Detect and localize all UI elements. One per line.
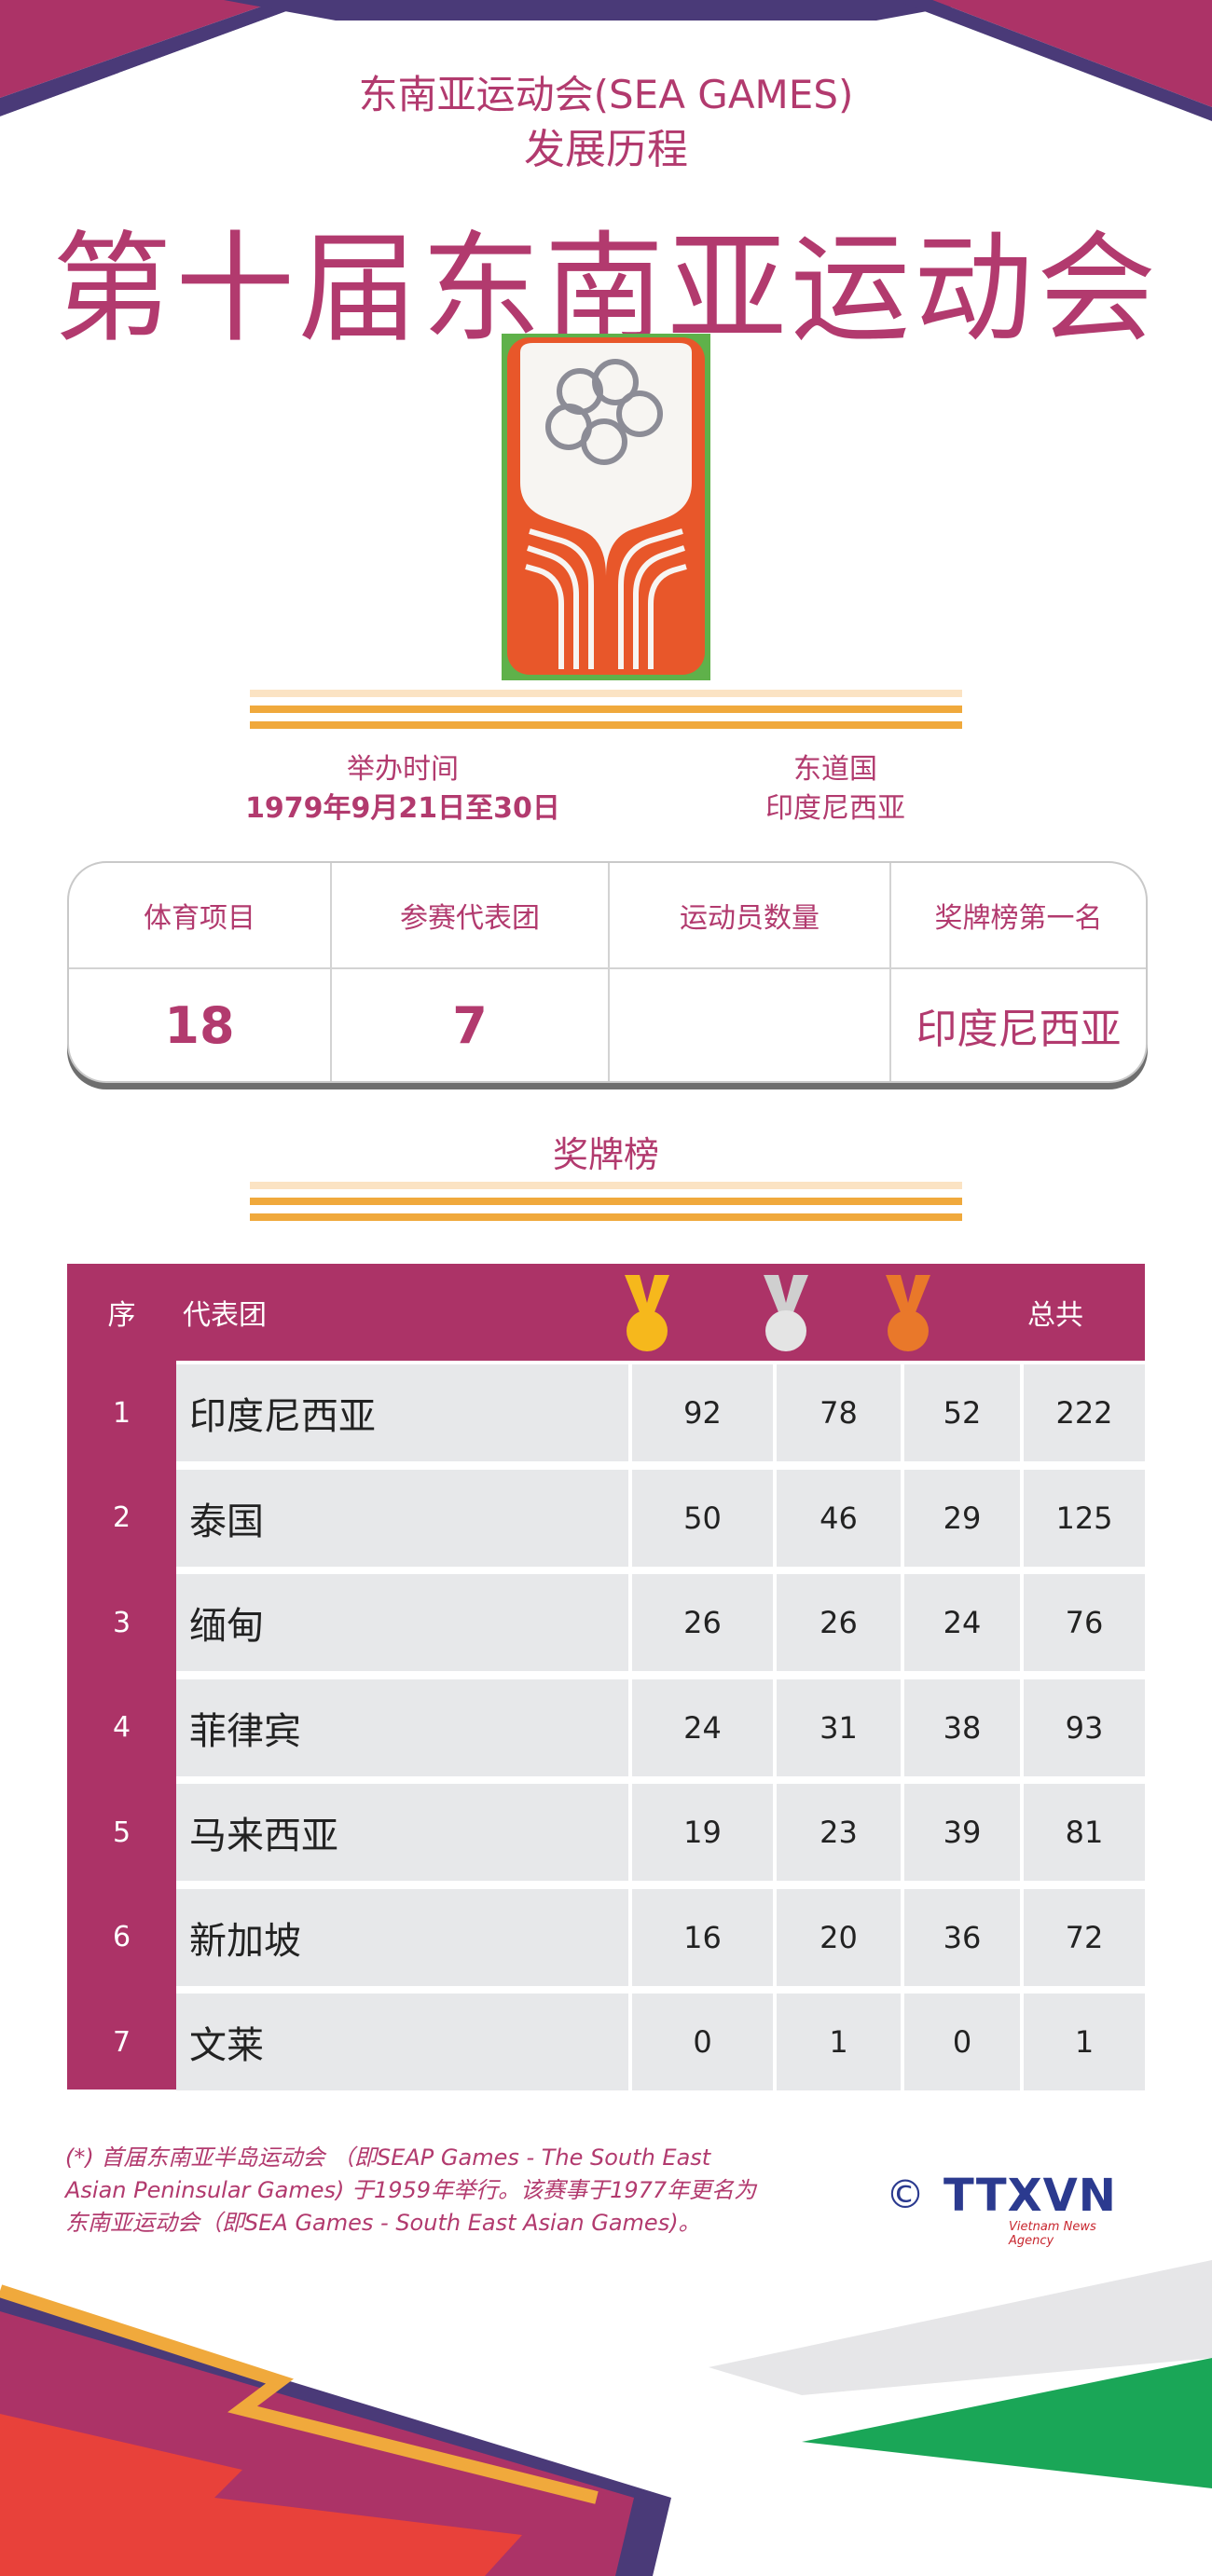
bronze-cell: 24 [904, 1574, 1020, 1671]
header-rank: 序 [107, 1299, 136, 1332]
gold-cell: 19 [632, 1784, 773, 1881]
stats-delegations-value: 7 [452, 995, 488, 1055]
team-cell: 文莱 [176, 1994, 628, 2090]
rank-column [67, 1361, 176, 2090]
header-total: 总共 [1027, 1299, 1083, 1332]
time-value: 1979年9月21日至30日 [245, 792, 560, 825]
bottom-banner-decoration [0, 2260, 1212, 2576]
team-cell: 菲律宾 [176, 1679, 628, 1776]
rank-cell: 5 [112, 1816, 131, 1849]
rank-cell: 7 [112, 2025, 131, 2059]
rank-cell: 1 [112, 1396, 131, 1430]
rank-cell: 3 [112, 1606, 131, 1639]
copyright-symbol: © [886, 2172, 925, 2217]
games-logo [502, 334, 710, 680]
total-cell: 93 [1024, 1679, 1145, 1776]
stats-sports-label: 体育项目 [69, 863, 330, 969]
table-header: 序 代表团 总共 [67, 1264, 1145, 1361]
bronze-cell: 36 [904, 1888, 1020, 1986]
silver-cell: 78 [777, 1364, 901, 1461]
footnote: (*) 首届东南亚半岛运动会 （即SEAP Games - The South … [65, 2144, 757, 2236]
team-cell: 印度尼西亚 [176, 1364, 628, 1461]
silver-medal-icon [764, 1275, 808, 1351]
medal-table-heading: 奖牌榜 [552, 1134, 659, 1175]
stats-delegations: 参赛代表团 7 [332, 863, 610, 1081]
rank-cell: 6 [112, 1921, 131, 1953]
gold-cell: 26 [632, 1574, 773, 1671]
series-subtitle: 东南亚运动会(SEA GAMES) [358, 72, 854, 117]
header-team: 代表团 [183, 1299, 267, 1332]
stats-top-team-label: 奖牌榜第一名 [891, 863, 1146, 969]
bronze-cell: 29 [904, 1469, 1020, 1567]
bronze-cell: 0 [904, 1994, 1020, 2090]
total-cell: 125 [1024, 1469, 1145, 1567]
stats-sports-value: 18 [164, 995, 235, 1055]
silver-cell: 23 [777, 1784, 901, 1881]
team-cell: 缅甸 [176, 1574, 628, 1671]
gold-cell: 92 [632, 1364, 773, 1461]
bronze-cell: 38 [904, 1679, 1020, 1776]
stats-delegations-label: 参赛代表团 [332, 863, 608, 969]
gold-medal-icon [625, 1275, 669, 1351]
divider-stripes-2 [250, 1182, 962, 1221]
medal-table: 序 代表团 总共 1 印度尼西亚 92 78 52 222 2 泰国 50 46 29 125 3 缅甸 2… [67, 1264, 1145, 2090]
gold-cell: 50 [632, 1469, 773, 1567]
brand-name: TTXVN [943, 2170, 1117, 2222]
stats-athletes-label: 运动员数量 [610, 863, 889, 969]
stats-athletes: 运动员数量 [610, 863, 891, 1081]
stats-box: 体育项目 18 参赛代表团 7 运动员数量 奖牌榜第一名 印度尼西亚 [67, 861, 1148, 1083]
stats-top-team: 奖牌榜第一名 印度尼西亚 [891, 863, 1146, 1081]
stats-athletes-value [610, 969, 889, 1081]
total-cell: 1 [1024, 1994, 1145, 2090]
silver-cell: 26 [777, 1574, 901, 1671]
total-cell: 222 [1024, 1364, 1145, 1461]
silver-cell: 1 [777, 1994, 901, 2090]
stats-top-team-value: 印度尼西亚 [916, 1006, 1122, 1053]
team-cell: 马来西亚 [176, 1784, 628, 1881]
top-banner-decoration [0, 0, 1212, 130]
gold-cell: 16 [632, 1888, 773, 1986]
stats-sports: 体育项目 18 [69, 863, 332, 1081]
series-subtitle-line2: 发展历程 [524, 126, 688, 173]
silver-cell: 31 [777, 1679, 901, 1776]
total-cell: 72 [1024, 1888, 1145, 1986]
brand-tagline: Vietnam News Agency [1009, 2220, 1096, 2248]
host-value: 印度尼西亚 [765, 792, 905, 825]
bronze-cell: 39 [904, 1784, 1020, 1881]
rank-cell: 2 [112, 1501, 131, 1534]
host-label: 东道国 [793, 753, 877, 786]
bronze-cell: 52 [904, 1364, 1020, 1461]
team-cell: 泰国 [176, 1469, 628, 1567]
total-cell: 76 [1024, 1574, 1145, 1671]
agency-logo: © TTXVN Vietnam News Agency [886, 2164, 1137, 2248]
silver-cell: 46 [777, 1469, 901, 1567]
silver-cell: 20 [777, 1888, 901, 1986]
rank-cell: 4 [112, 1711, 131, 1744]
team-cell: 新加坡 [176, 1888, 628, 1986]
divider-stripes [250, 690, 962, 729]
gold-cell: 24 [632, 1679, 773, 1776]
total-cell: 81 [1024, 1784, 1145, 1881]
bronze-medal-icon [886, 1275, 930, 1351]
gold-cell: 0 [632, 1994, 773, 2090]
time-label: 举办时间 [347, 753, 459, 786]
